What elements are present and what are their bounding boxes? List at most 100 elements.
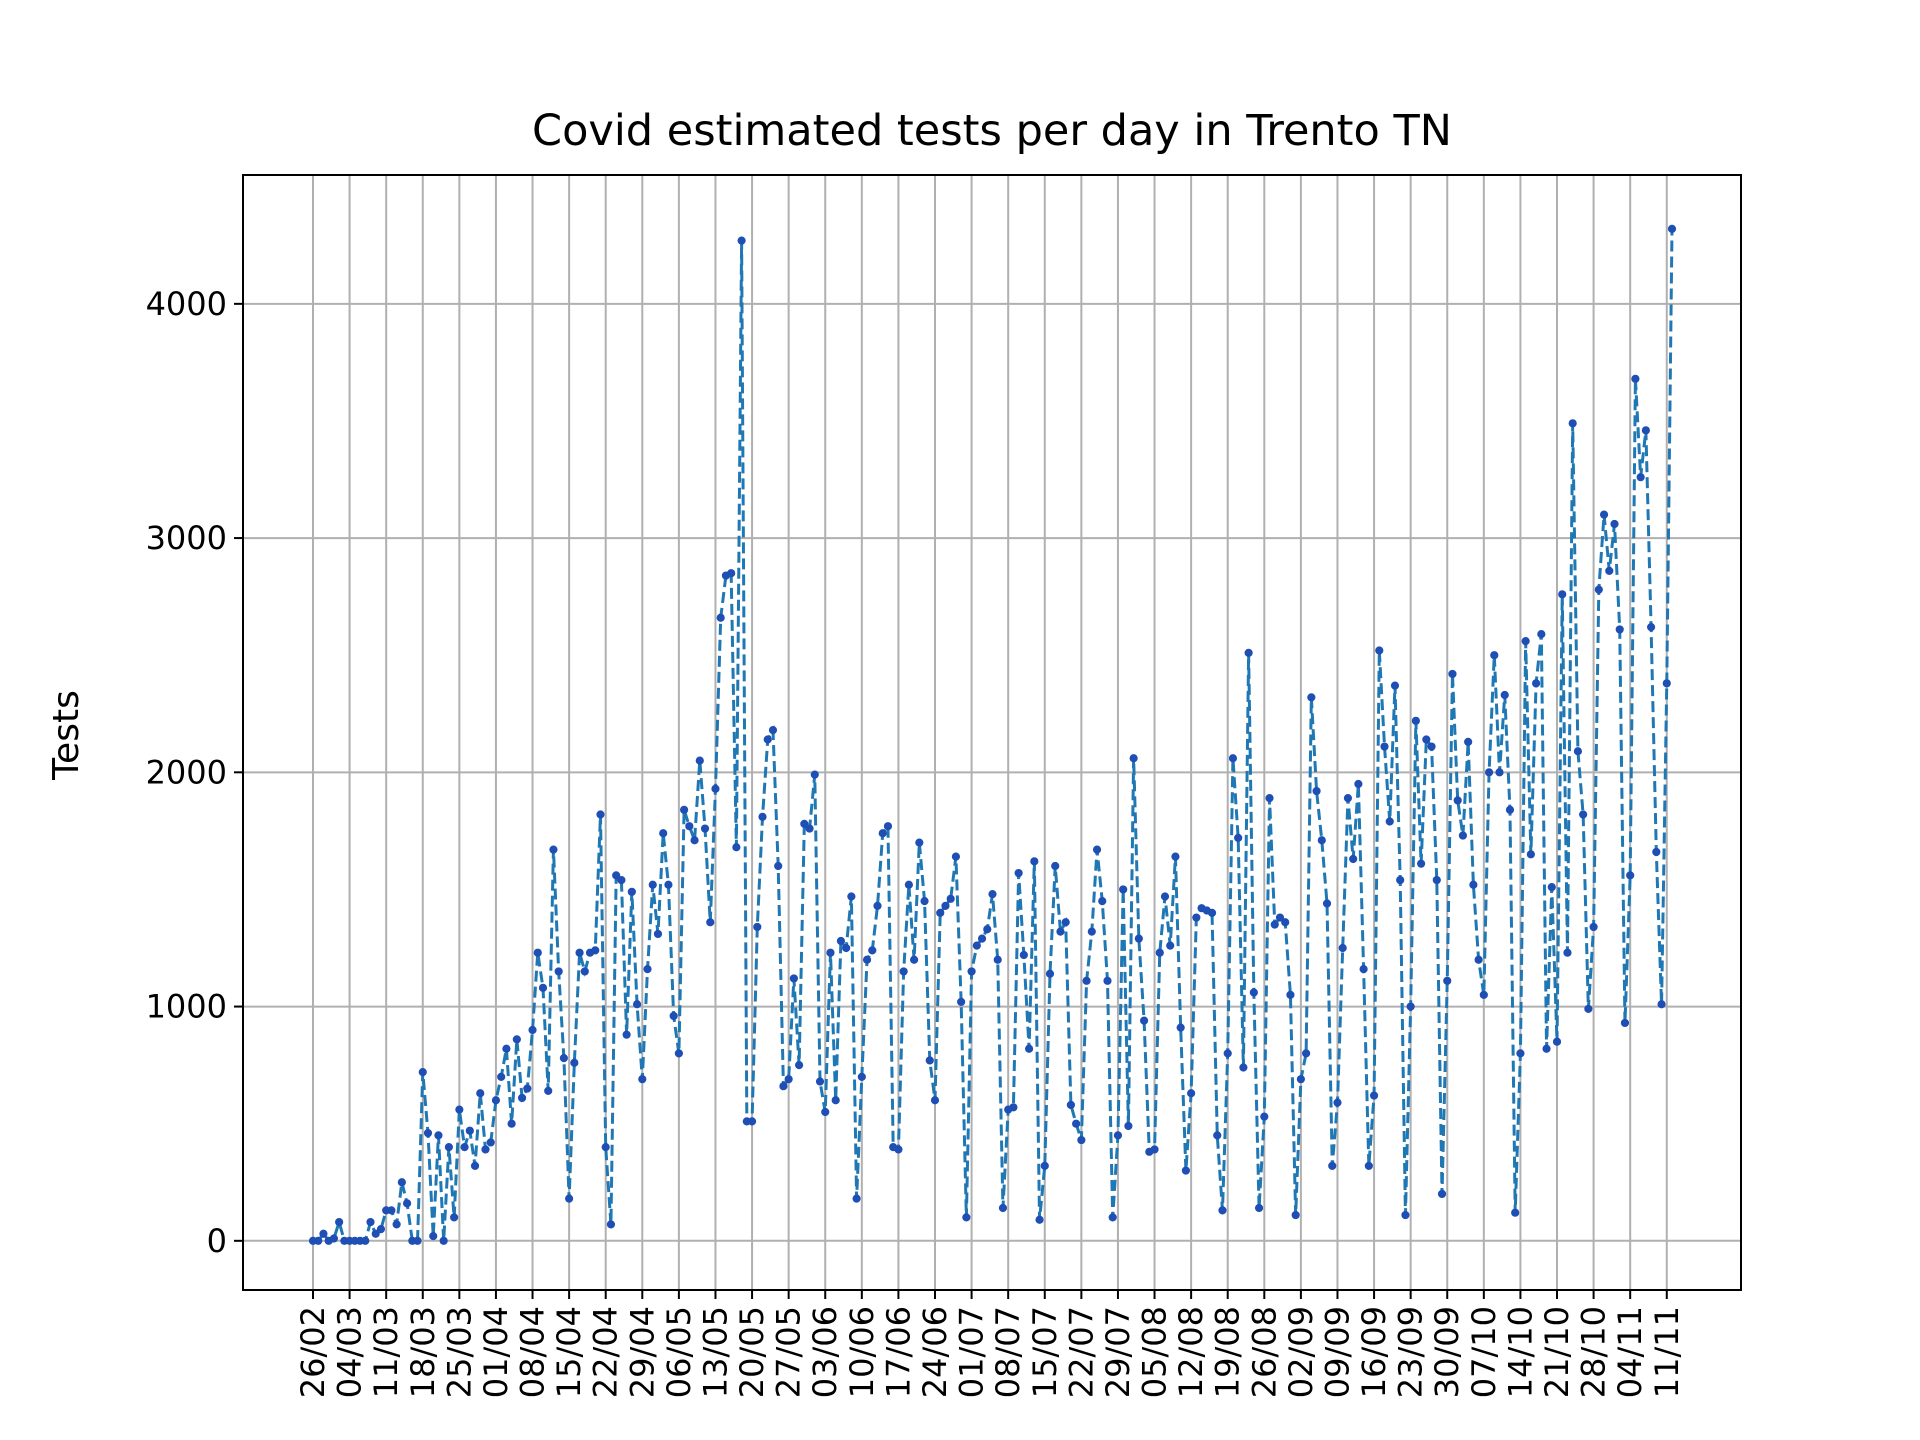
data-point (946, 894, 955, 903)
data-point (570, 1058, 579, 1067)
data-point (910, 955, 919, 964)
data-point (1098, 897, 1107, 906)
data-point (784, 1075, 793, 1084)
data-point (821, 1107, 830, 1117)
data-point (497, 1072, 506, 1081)
x-tick-label: 04/03 (331, 1306, 369, 1398)
data-point (1260, 1112, 1269, 1121)
data-point (1652, 847, 1661, 857)
x-tick-label: 08/04 (514, 1306, 552, 1398)
data-point (1479, 990, 1488, 999)
data-point (774, 861, 783, 871)
data-point (857, 1072, 866, 1081)
data-point (1495, 768, 1504, 777)
y-tick-label: 3000 (146, 519, 227, 557)
data-point (335, 1217, 344, 1227)
y-tick-label: 4000 (146, 285, 227, 323)
data-point (1579, 810, 1588, 819)
x-tick-label: 29/07 (1099, 1306, 1137, 1398)
data-point (1343, 793, 1353, 803)
data-point (544, 1086, 553, 1095)
x-tick-label: 12/08 (1172, 1306, 1210, 1398)
data-point (1547, 883, 1556, 892)
data-point (1181, 1166, 1191, 1175)
data-point (1458, 831, 1468, 840)
data-point (1265, 793, 1274, 803)
x-tick-label: 25/03 (440, 1306, 478, 1398)
data-point (423, 1128, 433, 1138)
data-point (904, 880, 913, 889)
data-point (1641, 426, 1650, 435)
data-point (392, 1220, 401, 1229)
data-point (1072, 1119, 1081, 1128)
data-point (371, 1229, 380, 1238)
data-point (1573, 747, 1583, 756)
data-point (847, 892, 856, 901)
data-point (700, 824, 710, 833)
data-point (1291, 1210, 1300, 1220)
x-tick-label: 23/09 (1392, 1306, 1430, 1398)
data-point (1139, 1016, 1149, 1025)
x-tick-label: 10/06 (843, 1306, 881, 1398)
x-tick-label: 03/06 (806, 1306, 844, 1398)
data-point (1286, 990, 1295, 999)
data-point (549, 845, 558, 854)
data-point (1558, 590, 1567, 599)
data-point (1390, 681, 1400, 690)
data-point (706, 918, 715, 927)
x-tick-label: 11/03 (367, 1306, 405, 1398)
data-point (1171, 852, 1180, 861)
data-point (716, 613, 725, 622)
data-point (1396, 875, 1405, 885)
data-point (1437, 1189, 1447, 1199)
data-point (559, 1054, 568, 1063)
data-point (920, 897, 929, 906)
data-point (894, 1145, 903, 1154)
data-point (329, 1234, 339, 1243)
data-point (1532, 679, 1541, 688)
data-point (565, 1194, 574, 1203)
data-point (1453, 796, 1462, 805)
data-point (1401, 1210, 1410, 1220)
x-tick-label: 01/07 (953, 1306, 991, 1398)
data-point (1662, 679, 1671, 688)
data-point (800, 819, 809, 828)
data-point (397, 1178, 406, 1187)
data-point (1369, 1091, 1379, 1100)
x-tick-label: 24/06 (916, 1306, 954, 1398)
x-tick-label: 26/02 (294, 1306, 332, 1398)
data-point (617, 875, 626, 885)
data-point (1568, 419, 1577, 428)
data-point (1119, 885, 1128, 894)
data-point (1077, 1135, 1086, 1145)
data-point (533, 948, 542, 957)
data-point (1134, 934, 1143, 943)
data-point (962, 1213, 971, 1222)
data-point (1657, 1000, 1666, 1009)
data-point (1385, 817, 1394, 826)
data-point (1516, 1049, 1525, 1058)
data-point (1500, 690, 1509, 700)
data-point (936, 908, 945, 917)
data-point (753, 922, 762, 932)
data-point (805, 824, 814, 833)
data-point (758, 812, 767, 821)
plot-frame (242, 174, 1742, 1291)
x-tick-label: 22/07 (1062, 1306, 1100, 1398)
x-tick-label: 15/04 (550, 1306, 588, 1398)
data-point (1610, 519, 1619, 529)
data-point (1646, 622, 1656, 632)
data-point (789, 974, 798, 983)
data-point (1239, 1063, 1248, 1072)
data-point (1312, 786, 1321, 796)
data-point (1631, 374, 1640, 383)
data-point (664, 880, 673, 889)
data-point (1469, 880, 1478, 889)
data-point (1537, 630, 1546, 639)
data-point (669, 1011, 678, 1021)
data-point (1464, 737, 1473, 746)
x-tick-label: 30/09 (1428, 1306, 1466, 1398)
data-point (1626, 871, 1635, 880)
